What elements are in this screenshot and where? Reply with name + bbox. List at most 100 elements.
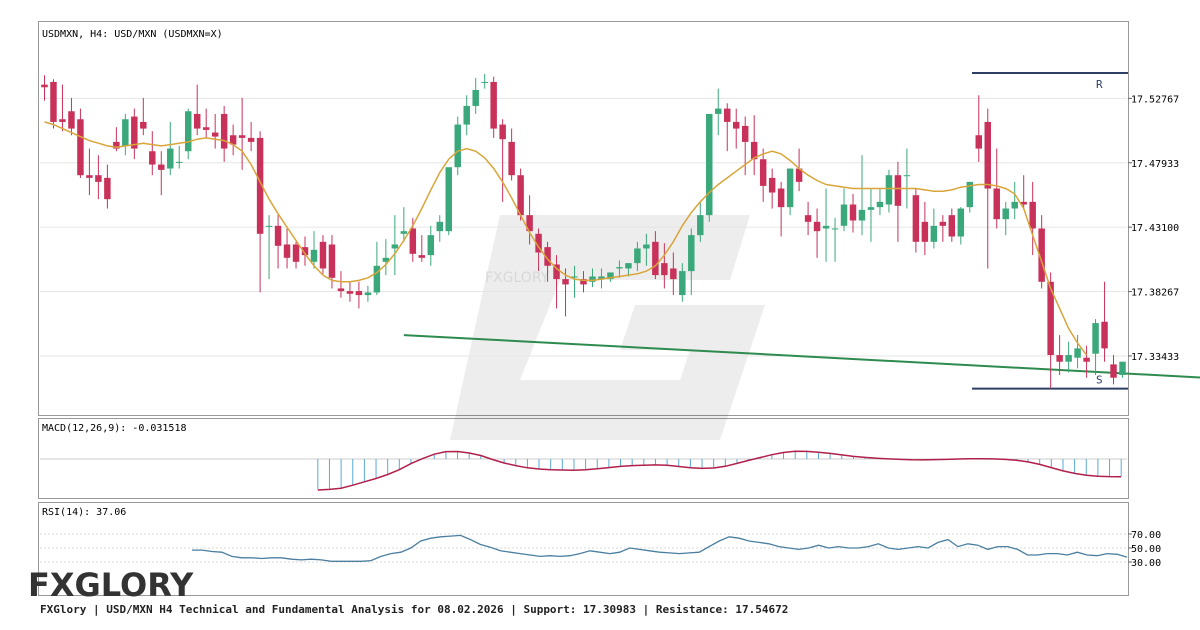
candle bbox=[319, 235, 327, 274]
candle bbox=[1029, 181, 1036, 256]
candle-body bbox=[490, 81, 497, 129]
candle-body bbox=[517, 175, 524, 216]
candle-body bbox=[625, 263, 632, 269]
trendline bbox=[403, 334, 1200, 379]
candle-body bbox=[643, 244, 650, 249]
candle bbox=[625, 263, 632, 277]
candle bbox=[634, 241, 641, 272]
candle bbox=[247, 121, 255, 152]
candle-body bbox=[184, 111, 192, 152]
candle-body bbox=[679, 271, 686, 296]
candle bbox=[256, 131, 264, 293]
candle-body bbox=[616, 267, 623, 269]
price-panel bbox=[38, 21, 1129, 416]
ma-line bbox=[44, 121, 1088, 356]
candle-body bbox=[122, 119, 129, 146]
candle-body bbox=[176, 161, 183, 163]
candle bbox=[715, 88, 722, 136]
candle-body bbox=[1110, 364, 1117, 378]
candle bbox=[1083, 345, 1090, 378]
candle-body bbox=[1002, 208, 1009, 220]
candle-body bbox=[786, 168, 794, 208]
candle bbox=[1002, 201, 1009, 236]
candle bbox=[930, 208, 938, 249]
candle-body bbox=[328, 244, 336, 278]
candle-body bbox=[741, 125, 749, 142]
candle-body bbox=[1020, 201, 1027, 205]
candle bbox=[1038, 215, 1045, 289]
candle bbox=[176, 145, 183, 169]
candle-body bbox=[697, 215, 704, 236]
candle-body bbox=[1038, 228, 1045, 282]
price-tick-label: 17.52767 bbox=[1131, 94, 1179, 105]
candle-body bbox=[77, 119, 84, 176]
candle-body bbox=[229, 135, 237, 145]
support-label: S bbox=[1096, 374, 1103, 387]
candle bbox=[589, 268, 596, 288]
candle-body bbox=[724, 108, 731, 122]
candle bbox=[1110, 355, 1117, 385]
resistance-label: R bbox=[1096, 78, 1103, 91]
candle bbox=[292, 241, 300, 269]
candle bbox=[391, 215, 399, 276]
candle-body bbox=[921, 221, 929, 242]
candle-body bbox=[158, 164, 165, 170]
candle-body bbox=[804, 215, 812, 222]
candle-body bbox=[840, 204, 848, 226]
candle-body bbox=[50, 81, 57, 122]
candle-body bbox=[607, 272, 614, 280]
price-tick-label: 17.47933 bbox=[1131, 159, 1179, 170]
candle-body bbox=[768, 177, 776, 193]
candle bbox=[795, 148, 803, 192]
candle-body bbox=[301, 247, 309, 256]
candle bbox=[562, 268, 569, 317]
candle bbox=[59, 84, 66, 132]
candle-body bbox=[481, 81, 488, 83]
candle bbox=[580, 271, 587, 293]
candle-body bbox=[1101, 321, 1108, 349]
candle bbox=[975, 95, 983, 162]
candle-body bbox=[688, 235, 695, 272]
candle bbox=[382, 239, 390, 276]
candle-body bbox=[1056, 355, 1063, 362]
candle-body bbox=[1083, 357, 1090, 362]
candle bbox=[77, 108, 84, 178]
rsi-line bbox=[192, 534, 1128, 562]
candle bbox=[813, 208, 821, 258]
candle-body bbox=[508, 141, 515, 176]
candle bbox=[535, 228, 542, 272]
candle-body bbox=[715, 108, 722, 114]
candle-body bbox=[948, 215, 956, 237]
candle-body bbox=[1092, 323, 1099, 354]
candle bbox=[759, 148, 767, 202]
candle-body bbox=[418, 255, 426, 258]
candle bbox=[706, 113, 713, 222]
price-tick-label: 17.33433 bbox=[1131, 352, 1179, 363]
candle-body bbox=[391, 244, 399, 249]
candle bbox=[912, 188, 920, 253]
candle bbox=[894, 161, 902, 242]
candle bbox=[149, 131, 156, 176]
candle-body bbox=[867, 207, 875, 210]
candle-body bbox=[903, 175, 911, 177]
candle bbox=[786, 168, 794, 216]
candle bbox=[921, 201, 929, 256]
candle-body bbox=[292, 244, 300, 262]
candle bbox=[481, 73, 488, 89]
candle-body bbox=[993, 188, 1000, 220]
candle bbox=[679, 263, 686, 302]
candle-body bbox=[1047, 281, 1054, 356]
candle-body bbox=[472, 89, 479, 106]
candle bbox=[867, 188, 875, 242]
candle bbox=[741, 116, 749, 176]
candle-body bbox=[113, 141, 120, 149]
candle bbox=[86, 148, 93, 196]
candle-body bbox=[562, 279, 569, 285]
candle bbox=[804, 201, 812, 236]
candle bbox=[697, 201, 704, 242]
candle bbox=[688, 228, 695, 296]
candle bbox=[840, 188, 848, 232]
candle bbox=[274, 215, 282, 269]
candle bbox=[355, 281, 363, 309]
candle bbox=[418, 235, 426, 262]
